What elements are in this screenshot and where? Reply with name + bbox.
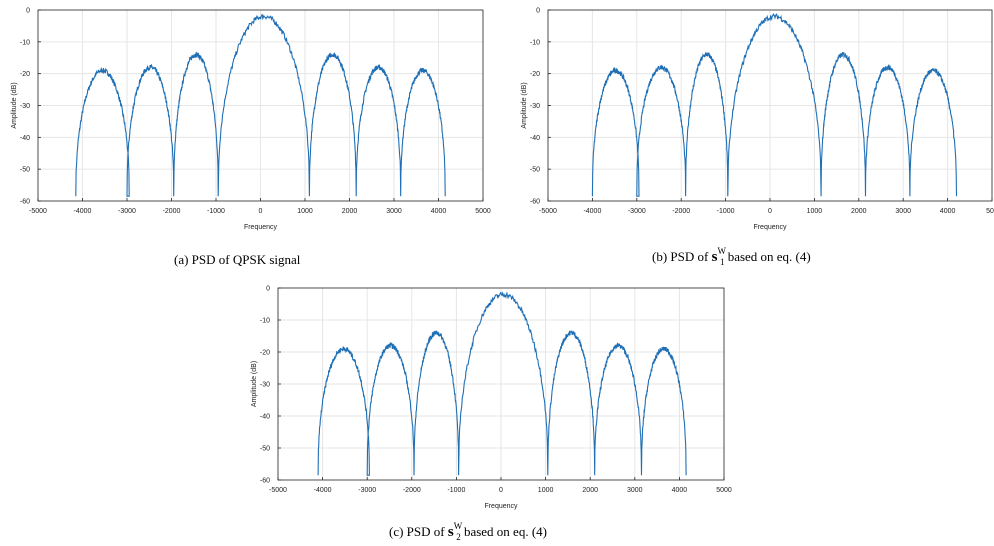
y-tick-label: -10 (20, 39, 30, 46)
x-tick-label: -5000 (269, 487, 287, 494)
x-tick-label: 3000 (627, 487, 643, 494)
chart-a-svg: -5000 -4000 -3000 -2000 -1000 0 1000 2000 3000 40… (11, 8, 491, 232)
x-tick-label: 2000 (851, 208, 867, 215)
caption-b: (b) PSD of sW1 based on eq. (4) (652, 246, 811, 267)
x-tick-label: -4000 (74, 208, 92, 215)
y-tick-label: -40 (260, 414, 270, 421)
x-tick-label: -3000 (358, 487, 376, 494)
x-tick-label: 1000 (807, 208, 823, 215)
y-tick-label: -60 (530, 199, 540, 206)
y-axis-label: Amplitude (dB) (11, 82, 18, 128)
y-tick-label: -60 (20, 199, 30, 206)
caption-b-subscript: 1 (719, 257, 725, 267)
x-tick-label: -2000 (163, 208, 181, 215)
x-tick-label: -4000 (314, 487, 332, 494)
x-tick-label: 3000 (386, 208, 402, 215)
caption-c-prefix: (c) PSD of (389, 524, 445, 539)
x-tick-label: -3000 (628, 208, 646, 215)
caption-b-prefix: (b) PSD of (652, 249, 709, 264)
y-tick-label: -20 (260, 350, 270, 357)
y-tick-label: -20 (20, 71, 30, 78)
x-tick-label: 0 (259, 208, 263, 215)
chart-panel-a: -5000 -4000 -3000 -2000 -1000 0 1000 2000 3000 40… (0, 0, 491, 240)
y-tick-label: -30 (530, 103, 540, 110)
y-tick-label: -40 (530, 135, 540, 142)
y-tick-label: -10 (260, 318, 270, 325)
x-tick-label: -3000 (118, 208, 136, 215)
x-tick-label: -1000 (447, 487, 465, 494)
chart-panel-c: -5000 -4000 -3000 -2000 -1000 0 1000 2000 3000 40… (240, 278, 732, 518)
y-tick-label: -40 (20, 135, 30, 142)
x-tick-label: 2000 (582, 487, 598, 494)
x-tick-label: 3000 (895, 208, 911, 215)
x-tick-label: -5000 (29, 208, 47, 215)
x-tick-label: -2000 (403, 487, 421, 494)
y-tick-label: -60 (260, 478, 270, 485)
y-tick-label: -50 (530, 167, 540, 174)
caption-b-symbol: s (711, 249, 718, 265)
y-tick-label: 0 (266, 286, 270, 293)
y-axis-label: Amplitude (dB) (521, 82, 528, 128)
x-tick-label: 0 (499, 487, 503, 494)
x-axis-label: Frequency (753, 224, 787, 231)
x-tick-label: 5000 (716, 487, 732, 494)
x-tick-label: 0 (768, 208, 772, 215)
y-tick-label: -30 (20, 103, 30, 110)
x-tick-label: 4000 (672, 487, 688, 494)
chart-b-svg: -5000 -4000 -3000 -2000 -1000 0 1000 2000 3000 40… (521, 8, 994, 232)
caption-b-superscript: W (717, 246, 726, 256)
y-tick-label: -50 (20, 167, 30, 174)
y-tick-label: -20 (530, 71, 540, 78)
x-tick-label: 500 (986, 208, 994, 215)
chart-panel-b: -5000 -4000 -3000 -2000 -1000 0 1000 2000 3000 40… (510, 0, 994, 240)
caption-c-symbol: s (447, 524, 454, 540)
x-tick-label: 2000 (342, 208, 358, 215)
x-tick-label: -1000 (207, 208, 225, 215)
caption-c: (c) PSD of sW2 based on eq. (4) (389, 521, 547, 542)
x-tick-label: 1000 (297, 208, 313, 215)
x-axis-label: Frequency (244, 224, 278, 231)
x-tick-label: 1000 (538, 487, 554, 494)
caption-c-superscript: W (453, 521, 463, 531)
x-axis-label: Frequency (484, 503, 518, 510)
psd-series-line (591, 12, 958, 197)
y-tick-label: -10 (530, 39, 540, 46)
caption-c-suffix: based on eq. (4) (463, 524, 547, 539)
y-axis-label: Amplitude (dB) (251, 361, 258, 407)
caption-b-suffix: based on eq. (4) (727, 249, 811, 264)
x-tick-label: 5000 (475, 208, 491, 215)
caption-a: (a) PSD of QPSK signal (174, 252, 300, 268)
caption-a-text: (a) PSD of QPSK signal (174, 252, 301, 267)
psd-series-line (75, 13, 446, 197)
y-tick-label: -50 (260, 446, 270, 453)
x-tick-label: -4000 (583, 208, 601, 215)
x-tick-label: -5000 (539, 208, 557, 215)
caption-c-subscript: 2 (456, 532, 461, 542)
psd-series-line (317, 291, 687, 476)
x-tick-label: -2000 (672, 208, 690, 215)
y-tick-label: 0 (536, 8, 540, 15)
x-tick-label: -1000 (717, 208, 735, 215)
x-tick-label: 4000 (940, 208, 956, 215)
chart-c-svg: -5000 -4000 -3000 -2000 -1000 0 1000 2000 3000 40… (251, 286, 732, 511)
y-tick-label: -30 (260, 382, 270, 389)
x-tick-label: 4000 (431, 208, 447, 215)
y-tick-label: 0 (26, 8, 30, 15)
